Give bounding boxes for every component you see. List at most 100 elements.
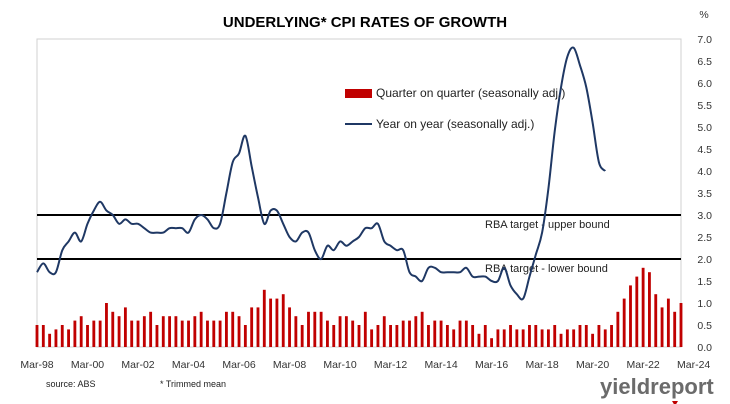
qoq-bar (338, 316, 342, 347)
year-on-year-line (36, 46, 607, 301)
legend: Quarter on quarter (seasonally adj.) Yea… (345, 86, 565, 131)
x-tick-label: Mar-98 (20, 359, 53, 371)
y-tick-label: 1.5 (697, 276, 712, 288)
qoq-bar (111, 311, 115, 347)
y-tick-label: 0.0 (697, 342, 712, 354)
qoq-bar (174, 316, 178, 347)
x-tick-label: Mar-20 (576, 359, 609, 371)
qoq-bar (136, 320, 140, 347)
qoq-bar (370, 329, 374, 347)
brand-name-right: report (650, 374, 714, 399)
x-tick-label: Mar-06 (222, 359, 255, 371)
rba-target-lines: RBA target - upper bound RBA target - low… (37, 214, 681, 275)
qoq-bar (193, 316, 197, 347)
qoq-bar (553, 325, 557, 347)
qoq-bar (319, 311, 323, 347)
qoq-bar (288, 307, 291, 347)
qoq-bar (313, 311, 317, 347)
qoq-bar (281, 294, 285, 347)
qoq-bar (357, 325, 361, 347)
qoq-bar (224, 311, 228, 347)
qoq-bar (92, 320, 96, 347)
qoq-bar (477, 333, 481, 347)
qoq-bar (212, 320, 216, 347)
qoq-bar (445, 325, 449, 347)
qoq-bar (67, 329, 70, 347)
qoq-bar (427, 325, 430, 347)
x-tick-label: Mar-18 (525, 359, 558, 371)
brand-name-left: yield (600, 374, 650, 399)
qoq-bar (452, 329, 456, 347)
x-tick-label: Mar-10 (323, 359, 356, 371)
qoq-bar (332, 325, 336, 347)
qoq-bar (610, 325, 613, 347)
y-axis-unit: % (699, 9, 708, 21)
qoq-bar (326, 320, 329, 347)
qoq-bar (679, 303, 683, 347)
quarterly-bars (35, 267, 683, 347)
legend-bar-label: Quarter on quarter (seasonally adj.) (376, 86, 565, 100)
qoq-bar (439, 320, 443, 347)
qoq-bar (351, 320, 355, 347)
qoq-bar (420, 311, 424, 347)
qoq-bar (414, 316, 418, 347)
qoq-bar (363, 311, 367, 347)
x-tick-label: Mar-04 (172, 359, 205, 371)
qoq-bar (635, 276, 639, 347)
qoq-bar (130, 320, 134, 347)
x-tick-label: Mar-08 (273, 359, 306, 371)
y-tick-label: 6.0 (697, 78, 712, 90)
qoq-bar (433, 320, 437, 347)
y-tick-label: 3.0 (697, 210, 712, 222)
qoq-bar (458, 320, 462, 347)
qoq-bar (98, 320, 102, 347)
qoq-bar (155, 325, 159, 347)
y-tick-label: 1.0 (697, 298, 712, 310)
rba-upper-bound-label: RBA target - upper bound (485, 219, 610, 231)
y-tick-label: 4.5 (697, 144, 712, 156)
qoq-bar (559, 333, 563, 347)
qoq-bar (666, 298, 670, 347)
qoq-bar (648, 272, 651, 347)
qoq-bar (73, 320, 77, 347)
source-note: source: ABS (46, 379, 96, 389)
qoq-bar (231, 311, 235, 347)
x-tick-label: Mar-22 (626, 359, 659, 371)
qoq-bar (142, 316, 146, 347)
qoq-bar (54, 329, 58, 347)
y-tick-label: 5.5 (697, 100, 712, 112)
rba-lower-bound-label: RBA target - lower bound (485, 263, 608, 275)
qoq-bar (597, 325, 601, 347)
qoq-bar (401, 320, 405, 347)
qoq-bar (509, 325, 512, 347)
qoq-bar (243, 325, 247, 347)
qoq-bar (275, 298, 279, 347)
qoq-bar (35, 325, 39, 347)
qoq-bar (79, 316, 83, 347)
qoq-bar (629, 285, 632, 347)
qoq-bar (546, 329, 550, 347)
qoq-bar (41, 325, 45, 347)
brand-accent-mark (672, 401, 678, 404)
x-tick-label: Mar-00 (71, 359, 104, 371)
qoq-bar (483, 325, 487, 347)
x-tick-label: Mar-14 (424, 359, 457, 371)
x-tick-label: Mar-16 (475, 359, 508, 371)
qoq-bar (515, 329, 519, 347)
qoq-bar (572, 329, 576, 347)
y-tick-label: 3.5 (697, 188, 712, 200)
y-tick-label: 4.0 (697, 166, 712, 178)
qoq-bar (218, 320, 222, 347)
qoq-bar (464, 320, 468, 347)
qoq-bar (376, 325, 380, 347)
qoq-bar (603, 329, 607, 347)
svg-text:yieldreport: yieldreport (600, 374, 714, 399)
y-tick-label: 7.0 (697, 34, 712, 46)
qoq-bar (117, 316, 121, 347)
y-axis: 0.0 0.5 1.0 1.5 2.0 2.5 3.0 3.5 4.0 4.5 5.0 5.5 6.0 6… (697, 34, 712, 354)
qoq-bar (673, 311, 677, 347)
qoq-bar (60, 325, 64, 347)
qoq-bar (471, 325, 475, 347)
yieldreport-logo: yieldreport (600, 374, 714, 404)
